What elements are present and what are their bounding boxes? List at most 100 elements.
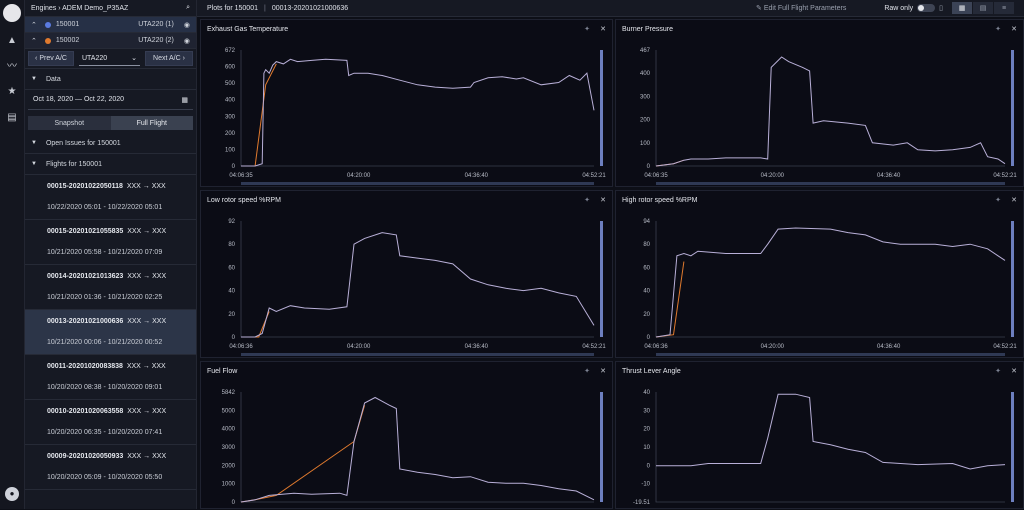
y-zoom-slider[interactable] xyxy=(1011,221,1014,337)
flight-id: 00011-20201020083838 xyxy=(47,363,123,370)
pin-icon[interactable]: ✦ xyxy=(995,26,1001,33)
x-range-slider[interactable] xyxy=(241,182,594,185)
x-range-slider[interactable] xyxy=(656,353,1005,356)
y-tick-label: 300 xyxy=(640,94,651,100)
chevron-up-icon[interactable]: ⌃ xyxy=(31,37,37,45)
logo-icon[interactable] xyxy=(3,4,21,22)
y-zoom-slider[interactable] xyxy=(1011,50,1014,166)
pin-icon[interactable]: ✦ xyxy=(584,368,590,375)
flight-list-item[interactable]: 00013-20201021000636 XXX → XXX 10/21/2020… xyxy=(25,310,196,355)
y-tick-label: 672 xyxy=(225,48,236,54)
flight-list-item[interactable]: 00014-20201021013623 XXX → XXX 10/21/2020… xyxy=(25,265,196,310)
y-tick-label: 3000 xyxy=(222,445,236,451)
plots-title: Plots for 150001 xyxy=(207,4,258,12)
full-flight-tab[interactable]: Full Flight xyxy=(110,116,193,130)
x-range-slider[interactable] xyxy=(241,353,594,356)
y-tick-label: 0 xyxy=(647,335,651,341)
chevron-down-icon: ⌄ xyxy=(131,55,137,62)
snapshot-tab[interactable]: Snapshot xyxy=(28,116,111,130)
star-icon[interactable]: ★ xyxy=(7,86,17,97)
edit-parameters-label: Edit Full Flight Parameters xyxy=(763,5,847,12)
plot-title: Thrust Lever Angle xyxy=(622,368,681,375)
x-tick-label: 04:52:21 xyxy=(582,344,606,350)
flight-time: 10/20/2020 06:35 - 10/20/2020 07:41 xyxy=(47,429,163,436)
y-zoom-slider[interactable] xyxy=(1011,392,1014,502)
calendar-icon[interactable]: ▦ xyxy=(181,96,188,104)
flight-id: 00015-20201021055835 xyxy=(47,228,124,235)
x-range-slider[interactable] xyxy=(656,182,1005,185)
y-tick-label: 100 xyxy=(640,141,651,147)
plot-panel: Burner Pressure ✦ ✕ 467 400 300 200 100 0 04:06:3… xyxy=(615,19,1024,187)
eye-icon[interactable]: ◉ xyxy=(183,21,190,29)
chevron-down-icon: ▼ xyxy=(31,140,37,146)
flight-list-item[interactable]: 00011-20201020083838 XXX → XXX 10/20/2020… xyxy=(25,355,196,400)
flight-list-item[interactable]: 00015-20201022050118 XXX → XXX 10/22/2020… xyxy=(25,175,196,220)
flight-route: XXX → XXX xyxy=(127,318,167,325)
chart-line-icon[interactable]: 〰 xyxy=(7,61,17,72)
y-tick-label: 0 xyxy=(232,164,236,170)
y-zoom-slider[interactable] xyxy=(600,50,603,166)
edit-parameters-link[interactable]: ✎ Edit Full Flight Parameters xyxy=(756,5,847,12)
triangle-icon[interactable]: ▲ xyxy=(7,35,17,46)
x-tick-label: 04:52:21 xyxy=(993,344,1017,350)
plot-title: Exhaust Gas Temperature xyxy=(207,26,289,33)
flight-time: 10/21/2020 00:06 - 10/21/2020 00:52 xyxy=(47,339,163,346)
plot-chart[interactable]: 94 80 60 40 20 0 04:06:36 04:20:00 04:36:40 04:52… xyxy=(616,191,1024,359)
close-icon[interactable]: ✕ xyxy=(600,26,606,33)
rows-layout-icon[interactable]: ▤ xyxy=(973,2,993,14)
list-layout-icon[interactable]: ≡ xyxy=(994,2,1014,14)
separator: | xyxy=(263,4,266,12)
eye-icon[interactable]: ◉ xyxy=(183,37,190,45)
plot-panel: High rotor speed %RPM ✦ ✕ 94 80 60 40 20 0 04:06:… xyxy=(615,190,1024,358)
close-icon[interactable]: ✕ xyxy=(1011,197,1017,204)
user-icon[interactable]: ● xyxy=(5,487,19,501)
y-tick-label: 0 xyxy=(232,335,236,341)
aircraft-row-150002[interactable]: ⌃ 150002 UTA220 (2) ◉ xyxy=(25,33,196,49)
plot-panel: Exhaust Gas Temperature ✦ ✕ 672 600 500 400 300… xyxy=(200,19,613,187)
plot-chart[interactable]: 92 80 60 40 20 0 04:06:36 04:20:00 04:36:40 04:52… xyxy=(201,191,614,359)
plot-title: Fuel Flow xyxy=(207,368,238,375)
close-icon[interactable]: ✕ xyxy=(600,368,606,375)
plot-axes xyxy=(240,221,594,338)
plot-chart[interactable]: 5842 5000 4000 3000 2000 1000 0 xyxy=(201,362,614,510)
next-ac-button[interactable]: Next A/C › xyxy=(145,51,193,66)
pin-icon[interactable]: ✦ xyxy=(584,26,590,33)
flights-label: Flights for 150001 xyxy=(45,160,102,168)
chevron-up-icon[interactable]: ⌃ xyxy=(31,21,37,29)
search-icon[interactable]: ⌕ xyxy=(186,4,190,11)
info-icon[interactable]: ▯ xyxy=(939,5,943,12)
y-zoom-slider[interactable] xyxy=(600,221,603,337)
plot-panel: Fuel Flow ✦ ✕ 5842 5000 4000 3000 2000 1000 0 xyxy=(200,361,613,509)
x-tick-label: 04:36:40 xyxy=(465,344,489,350)
data-section-header[interactable]: ▼ Data xyxy=(25,69,196,90)
flights-header[interactable]: ▼ Flights for 150001 xyxy=(25,154,196,175)
prev-ac-button[interactable]: ‹ Prev A/C xyxy=(28,51,74,66)
y-zoom-slider[interactable] xyxy=(600,392,603,502)
pin-icon[interactable]: ✦ xyxy=(995,197,1001,204)
grid-layout-icon[interactable]: ▦ xyxy=(952,2,972,14)
plot-chart[interactable]: 467 400 300 200 100 0 04:06:35 04:20:00 04:36:40… xyxy=(616,20,1024,188)
close-icon[interactable]: ✕ xyxy=(600,197,606,204)
flight-list-item[interactable]: 00009-20201020050933 XXX → XXX 10/20/2020… xyxy=(25,445,196,490)
pin-icon[interactable]: ✦ xyxy=(584,197,590,204)
plot-chart[interactable]: 672 600 500 400 300 200 100 0 04:06:35 04:20:00 04… xyxy=(201,20,614,188)
y-tick-label: 100 xyxy=(225,147,236,153)
flight-list: 00015-20201022050118 XXX → XXX 10/22/2020… xyxy=(25,175,196,490)
close-icon[interactable]: ✕ xyxy=(1011,26,1017,33)
plot-panel: Thrust Lever Angle ✦ ✕ 40 30 20 10 0 -10 -19.51 xyxy=(615,361,1024,509)
aircraft-row-150001[interactable]: ⌃ 150001 UTA220 (1) ◉ xyxy=(25,17,196,33)
flight-list-item[interactable]: 00010-20201020063558 XXX → XXX 10/20/2020… xyxy=(25,400,196,445)
pin-icon[interactable]: ✦ xyxy=(995,368,1001,375)
flight-list-item[interactable]: 00015-20201021055835 XXX → XXX 10/21/2020… xyxy=(25,220,196,265)
document-icon[interactable]: ▤ xyxy=(7,112,17,123)
breadcrumb-text[interactable]: Engines › ADEM Demo_P35AZ xyxy=(31,4,129,12)
x-tick-label: 04:52:21 xyxy=(993,173,1017,179)
close-icon[interactable]: ✕ xyxy=(1011,368,1017,375)
flight-time: 10/21/2020 01:36 - 10/21/2020 02:25 xyxy=(47,294,163,301)
engine-select[interactable]: UTA220 ⌄ xyxy=(79,51,140,66)
open-issues-header[interactable]: ▼ Open Issues for 150001 xyxy=(25,133,196,154)
raw-only-toggle[interactable] xyxy=(917,4,936,12)
date-range-field[interactable]: Oct 18, 2020 — Oct 22, 2020 ▦ xyxy=(28,90,193,110)
flight-id: 00009-20201020050933 xyxy=(47,453,124,460)
plot-chart[interactable]: 40 30 20 10 0 -10 -19.51 xyxy=(616,362,1024,510)
